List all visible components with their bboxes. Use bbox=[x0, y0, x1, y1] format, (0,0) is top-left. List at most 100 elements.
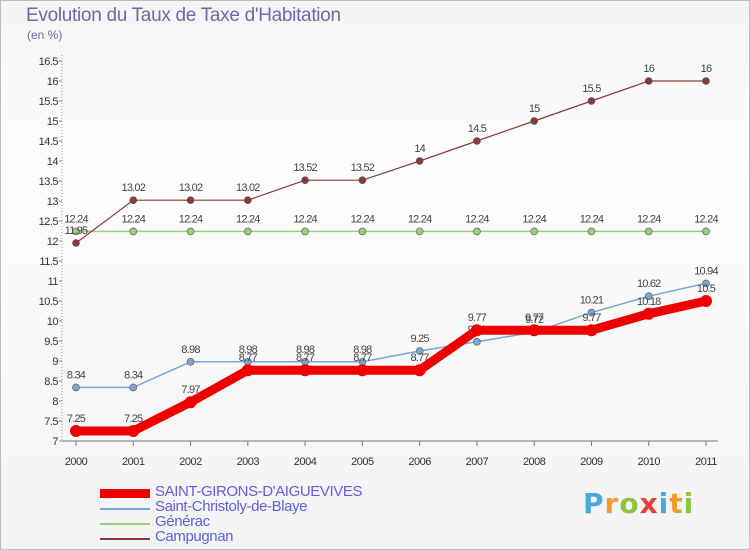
data-label: 10.5 bbox=[697, 283, 716, 295]
legend-swatch bbox=[100, 523, 150, 525]
data-point bbox=[644, 292, 653, 301]
legend-swatch bbox=[100, 538, 150, 540]
y-tick-label: 8.5 bbox=[44, 376, 58, 388]
data-label: 7.97 bbox=[181, 384, 200, 396]
legend-label: Campugnan bbox=[155, 528, 234, 545]
x-tick-label: 2007 bbox=[466, 456, 489, 468]
legend-label: SAINT-GIRONS-D'AIGUEVIVES bbox=[155, 483, 363, 500]
data-point bbox=[72, 239, 80, 247]
data-point bbox=[129, 196, 138, 204]
series-group: 12.24 12.24 12.24 12.24 12.24 12.24 12.24 12.24… bbox=[64, 213, 719, 236]
y-tick-label: 14.5 bbox=[39, 136, 59, 148]
data-point bbox=[70, 425, 82, 437]
data-label: 8.77 bbox=[353, 352, 372, 364]
data-label: 8.98 bbox=[353, 344, 372, 356]
proxiti-logo: Proxiti bbox=[583, 487, 694, 520]
data-point bbox=[301, 227, 309, 236]
data-point bbox=[644, 77, 653, 85]
x-tick-label: 2003 bbox=[237, 456, 260, 468]
data-point bbox=[470, 324, 483, 337]
y-tick-label: 12.5 bbox=[39, 216, 59, 228]
data-point bbox=[587, 227, 596, 236]
chart-title: Evolution du Taux de Taxe d'Habitation bbox=[26, 5, 341, 26]
data-label: 13.52 bbox=[293, 162, 317, 174]
data-point bbox=[72, 383, 80, 392]
data-point bbox=[530, 227, 538, 236]
y-tick-label: 7 bbox=[52, 436, 58, 448]
data-label: 9.72 bbox=[525, 314, 544, 326]
data-label: 12.24 bbox=[351, 213, 375, 225]
data-label: 12.24 bbox=[293, 213, 317, 225]
x-tick-label: 2005 bbox=[351, 456, 374, 468]
data-label: 12.24 bbox=[179, 213, 203, 225]
data-point bbox=[528, 324, 541, 337]
data-label: 12.24 bbox=[522, 213, 546, 225]
data-label: 13.02 bbox=[236, 182, 260, 194]
data-point bbox=[587, 97, 596, 105]
data-point bbox=[415, 347, 424, 355]
data-point bbox=[585, 324, 598, 337]
x-tick-label: 2009 bbox=[580, 456, 603, 468]
series-line bbox=[71, 296, 711, 436]
data-label: 12.24 bbox=[236, 213, 260, 225]
data-point bbox=[530, 117, 538, 125]
y-tick-label: 7.5 bbox=[44, 416, 58, 428]
line-chart: 7 7.5 8 8.5 9 9.5 10 10.5 11 11.5 12 12.5 13 13.5 14 14… bbox=[39, 55, 719, 468]
legend-label: Générac bbox=[155, 513, 210, 530]
data-point bbox=[358, 227, 367, 236]
data-label: 10.21 bbox=[580, 295, 604, 307]
data-label: 12.24 bbox=[580, 213, 604, 225]
data-label: 12.24 bbox=[637, 213, 661, 225]
x-tick-label: 2011 bbox=[695, 456, 717, 468]
data-label: 8.77 bbox=[239, 352, 258, 364]
data-point bbox=[702, 77, 710, 85]
data-label: 8.34 bbox=[67, 369, 86, 381]
data-label: 16 bbox=[701, 63, 712, 75]
data-point bbox=[186, 357, 195, 366]
data-point bbox=[129, 383, 138, 392]
data-point bbox=[642, 307, 655, 320]
data-label: 12.24 bbox=[465, 213, 489, 225]
y-tick-label: 13.5 bbox=[39, 176, 59, 188]
data-label: 14 bbox=[414, 143, 425, 155]
y-tick-label: 15.5 bbox=[39, 96, 59, 108]
data-label: 12.24 bbox=[122, 213, 146, 225]
logo-letter: r bbox=[604, 487, 620, 520]
x-tick-label: 2006 bbox=[408, 456, 431, 468]
series-group: 7.25 7.25 7.97 8.77 8.77 8.77 8.77 9.77 9.77 9.77… bbox=[67, 283, 717, 437]
data-point bbox=[186, 196, 195, 204]
data-point bbox=[127, 425, 140, 437]
x-tick-label: 2010 bbox=[637, 456, 660, 468]
data-label: 15.5 bbox=[582, 83, 601, 95]
y-tick-label: 9.5 bbox=[44, 336, 58, 348]
data-label: 8.98 bbox=[239, 344, 258, 356]
y-tick-label: 13 bbox=[47, 196, 59, 208]
data-point bbox=[301, 176, 309, 184]
x-tick-label: 2000 bbox=[65, 456, 88, 468]
y-tick-label: 12 bbox=[47, 236, 59, 248]
data-label: 9.77 bbox=[468, 312, 487, 324]
x-tick-label: 2002 bbox=[179, 456, 202, 468]
legend-swatch bbox=[100, 489, 150, 498]
y-tick-label: 11.5 bbox=[39, 256, 58, 268]
data-label: 8.34 bbox=[124, 369, 143, 381]
logo-letter: i bbox=[658, 487, 670, 520]
y-tick-label: 15 bbox=[47, 116, 59, 128]
axes: 7 7.5 8 8.5 9 9.5 10 10.5 11 11.5 12 12.5 13 13.5 14 14… bbox=[39, 55, 718, 468]
data-point bbox=[473, 337, 481, 346]
logo-letter: P bbox=[583, 487, 605, 520]
data-label: 10.94 bbox=[694, 265, 718, 277]
legend-swatch bbox=[100, 508, 150, 510]
data-point bbox=[702, 279, 710, 288]
data-point bbox=[299, 364, 312, 377]
data-label: 8.77 bbox=[296, 352, 315, 364]
data-label: 12.24 bbox=[408, 213, 432, 225]
legend-label: Saint-Christoly-de-Blaye bbox=[155, 498, 308, 515]
data-label: 12.24 bbox=[64, 213, 88, 225]
y-tick-label: 10.5 bbox=[39, 296, 59, 308]
data-label: 10.18 bbox=[637, 296, 661, 308]
series-line bbox=[75, 80, 707, 244]
data-point bbox=[184, 396, 197, 409]
unit-label: (en %) bbox=[27, 28, 63, 42]
